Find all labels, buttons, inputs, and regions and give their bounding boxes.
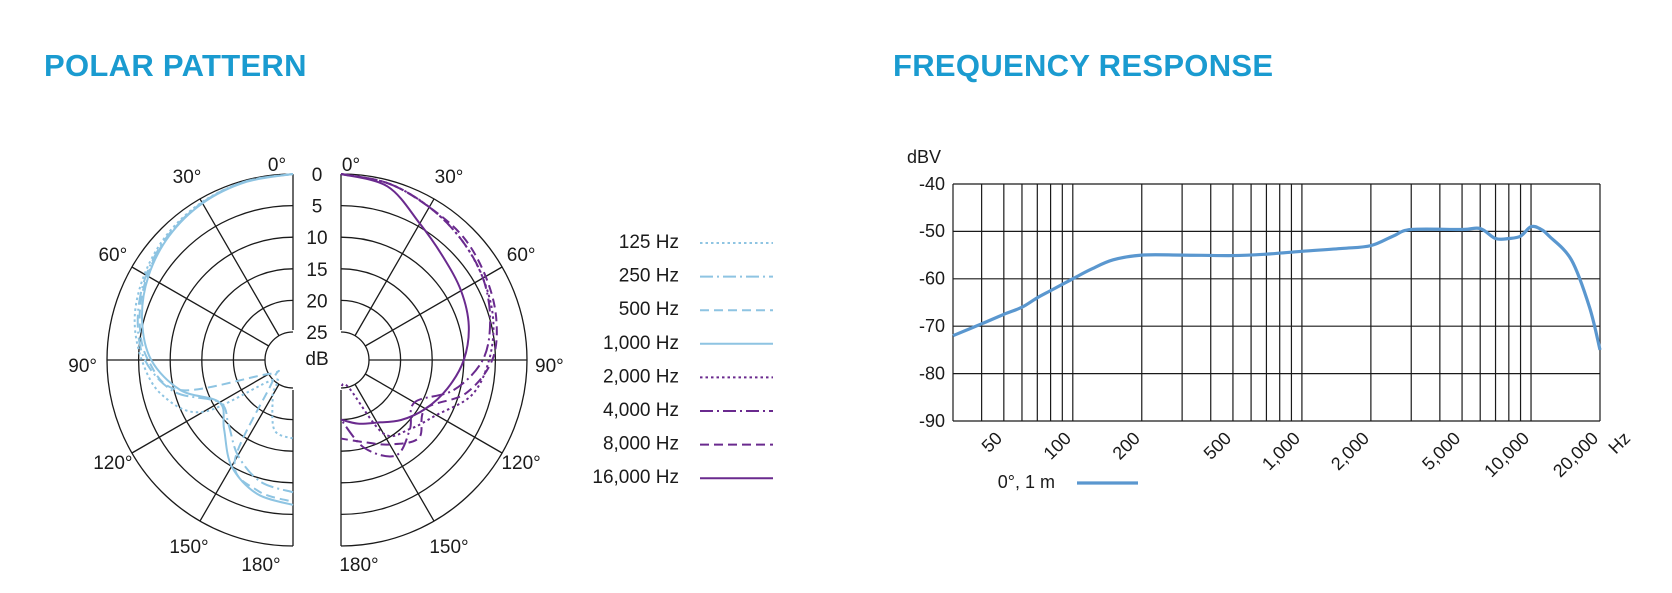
polar-legend-label: 250 Hz [619, 266, 679, 287]
polar-radial-tick-label: 10 [306, 228, 327, 249]
polar-angle-label-right: 150° [429, 537, 468, 558]
freq-xlabel: Hz [1604, 428, 1634, 458]
polar-angle-label-right: 180° [339, 555, 378, 576]
polar-spoke-right [364, 373, 503, 454]
polar-radial-tick-label: 15 [306, 260, 327, 281]
freq-ytick-label: -90 [919, 411, 945, 431]
polar-spoke-right [364, 266, 503, 347]
polar-legend-label: 8,000 Hz [603, 434, 679, 455]
polar-angle-label-right: 120° [501, 453, 540, 474]
polar-curve-500hzhz [138, 173, 294, 503]
freq-xtick-label: 200 [1109, 428, 1144, 463]
polar-curve-1000hzhz [140, 173, 294, 506]
polar-angle-label-left: 90° [68, 356, 97, 377]
polar-spoke-left [131, 373, 270, 454]
polar-legend-label: 2,000 Hz [603, 366, 679, 387]
polar-angle-label-left: 120° [93, 453, 132, 474]
polar-curve-16000hzhz [340, 173, 470, 425]
polar-radial-tick-label: 5 [312, 197, 323, 218]
polar-spoke-right [354, 383, 435, 522]
freq-xtick-label: 100 [1040, 428, 1075, 463]
polar-angle-label-right: 0° [342, 155, 360, 176]
freq-xtick-label: 10,000 [1480, 428, 1533, 481]
polar-spoke-right [354, 198, 435, 337]
polar-curve-4000hzhz [340, 173, 492, 458]
polar-angle-label-right: 90° [535, 356, 564, 377]
polar-angle-label-right: 30° [435, 167, 464, 188]
polar-legend-label: 4,000 Hz [603, 400, 679, 421]
polar-radial-tick-label: 20 [306, 291, 327, 312]
polar-curve-125hzhz [133, 173, 294, 440]
polar-legend-label: 16,000 Hz [592, 467, 679, 488]
polar-radial-tick-label: 0 [312, 165, 323, 186]
freq-xtick-label: 500 [1200, 428, 1235, 463]
freq-ylabel: dBV [907, 147, 941, 167]
freq-response-line [952, 224, 1602, 351]
polar-spoke-left [131, 266, 270, 347]
polar-angle-label-left: 30° [173, 167, 202, 188]
freq-xtick-label: 20,000 [1549, 428, 1602, 481]
polar-spoke-left [199, 198, 280, 337]
polar-angle-label-left: 180° [241, 555, 280, 576]
polar-curve-8000hzhz [340, 173, 498, 446]
freq-ytick-label: -50 [919, 221, 945, 241]
polar-spoke-left [199, 383, 280, 522]
freq-ytick-label: -60 [919, 269, 945, 289]
freq-ytick-label: -80 [919, 363, 945, 383]
freq-xtick-label: 50 [978, 428, 1006, 456]
polar-angle-label-left: 150° [169, 537, 208, 558]
polar-pattern-title: POLAR PATTERN [44, 48, 307, 83]
freq-legend-label: 0°, 1 m [998, 472, 1055, 492]
polar-radial-tick-label: 25 [306, 323, 327, 344]
polar-angle-label-left: 0° [268, 155, 286, 176]
freq-xtick-label: 5,000 [1418, 428, 1464, 474]
freq-ytick-label: -40 [919, 174, 945, 194]
freq-ytick-label: -70 [919, 316, 945, 336]
frequency-response-title: FREQUENCY RESPONSE [893, 48, 1274, 83]
polar-legend-label: 125 Hz [619, 232, 679, 253]
polar-legend-label: 1,000 Hz [603, 333, 679, 354]
freq-xtick-label: 2,000 [1327, 428, 1373, 474]
freq-xtick-label: 1,000 [1258, 428, 1304, 474]
polar-legend-label: 500 Hz [619, 299, 679, 320]
polar-angle-label-right: 60° [507, 245, 536, 266]
polar-unit-label: dB [305, 349, 328, 370]
polar-angle-label-left: 60° [98, 245, 127, 266]
